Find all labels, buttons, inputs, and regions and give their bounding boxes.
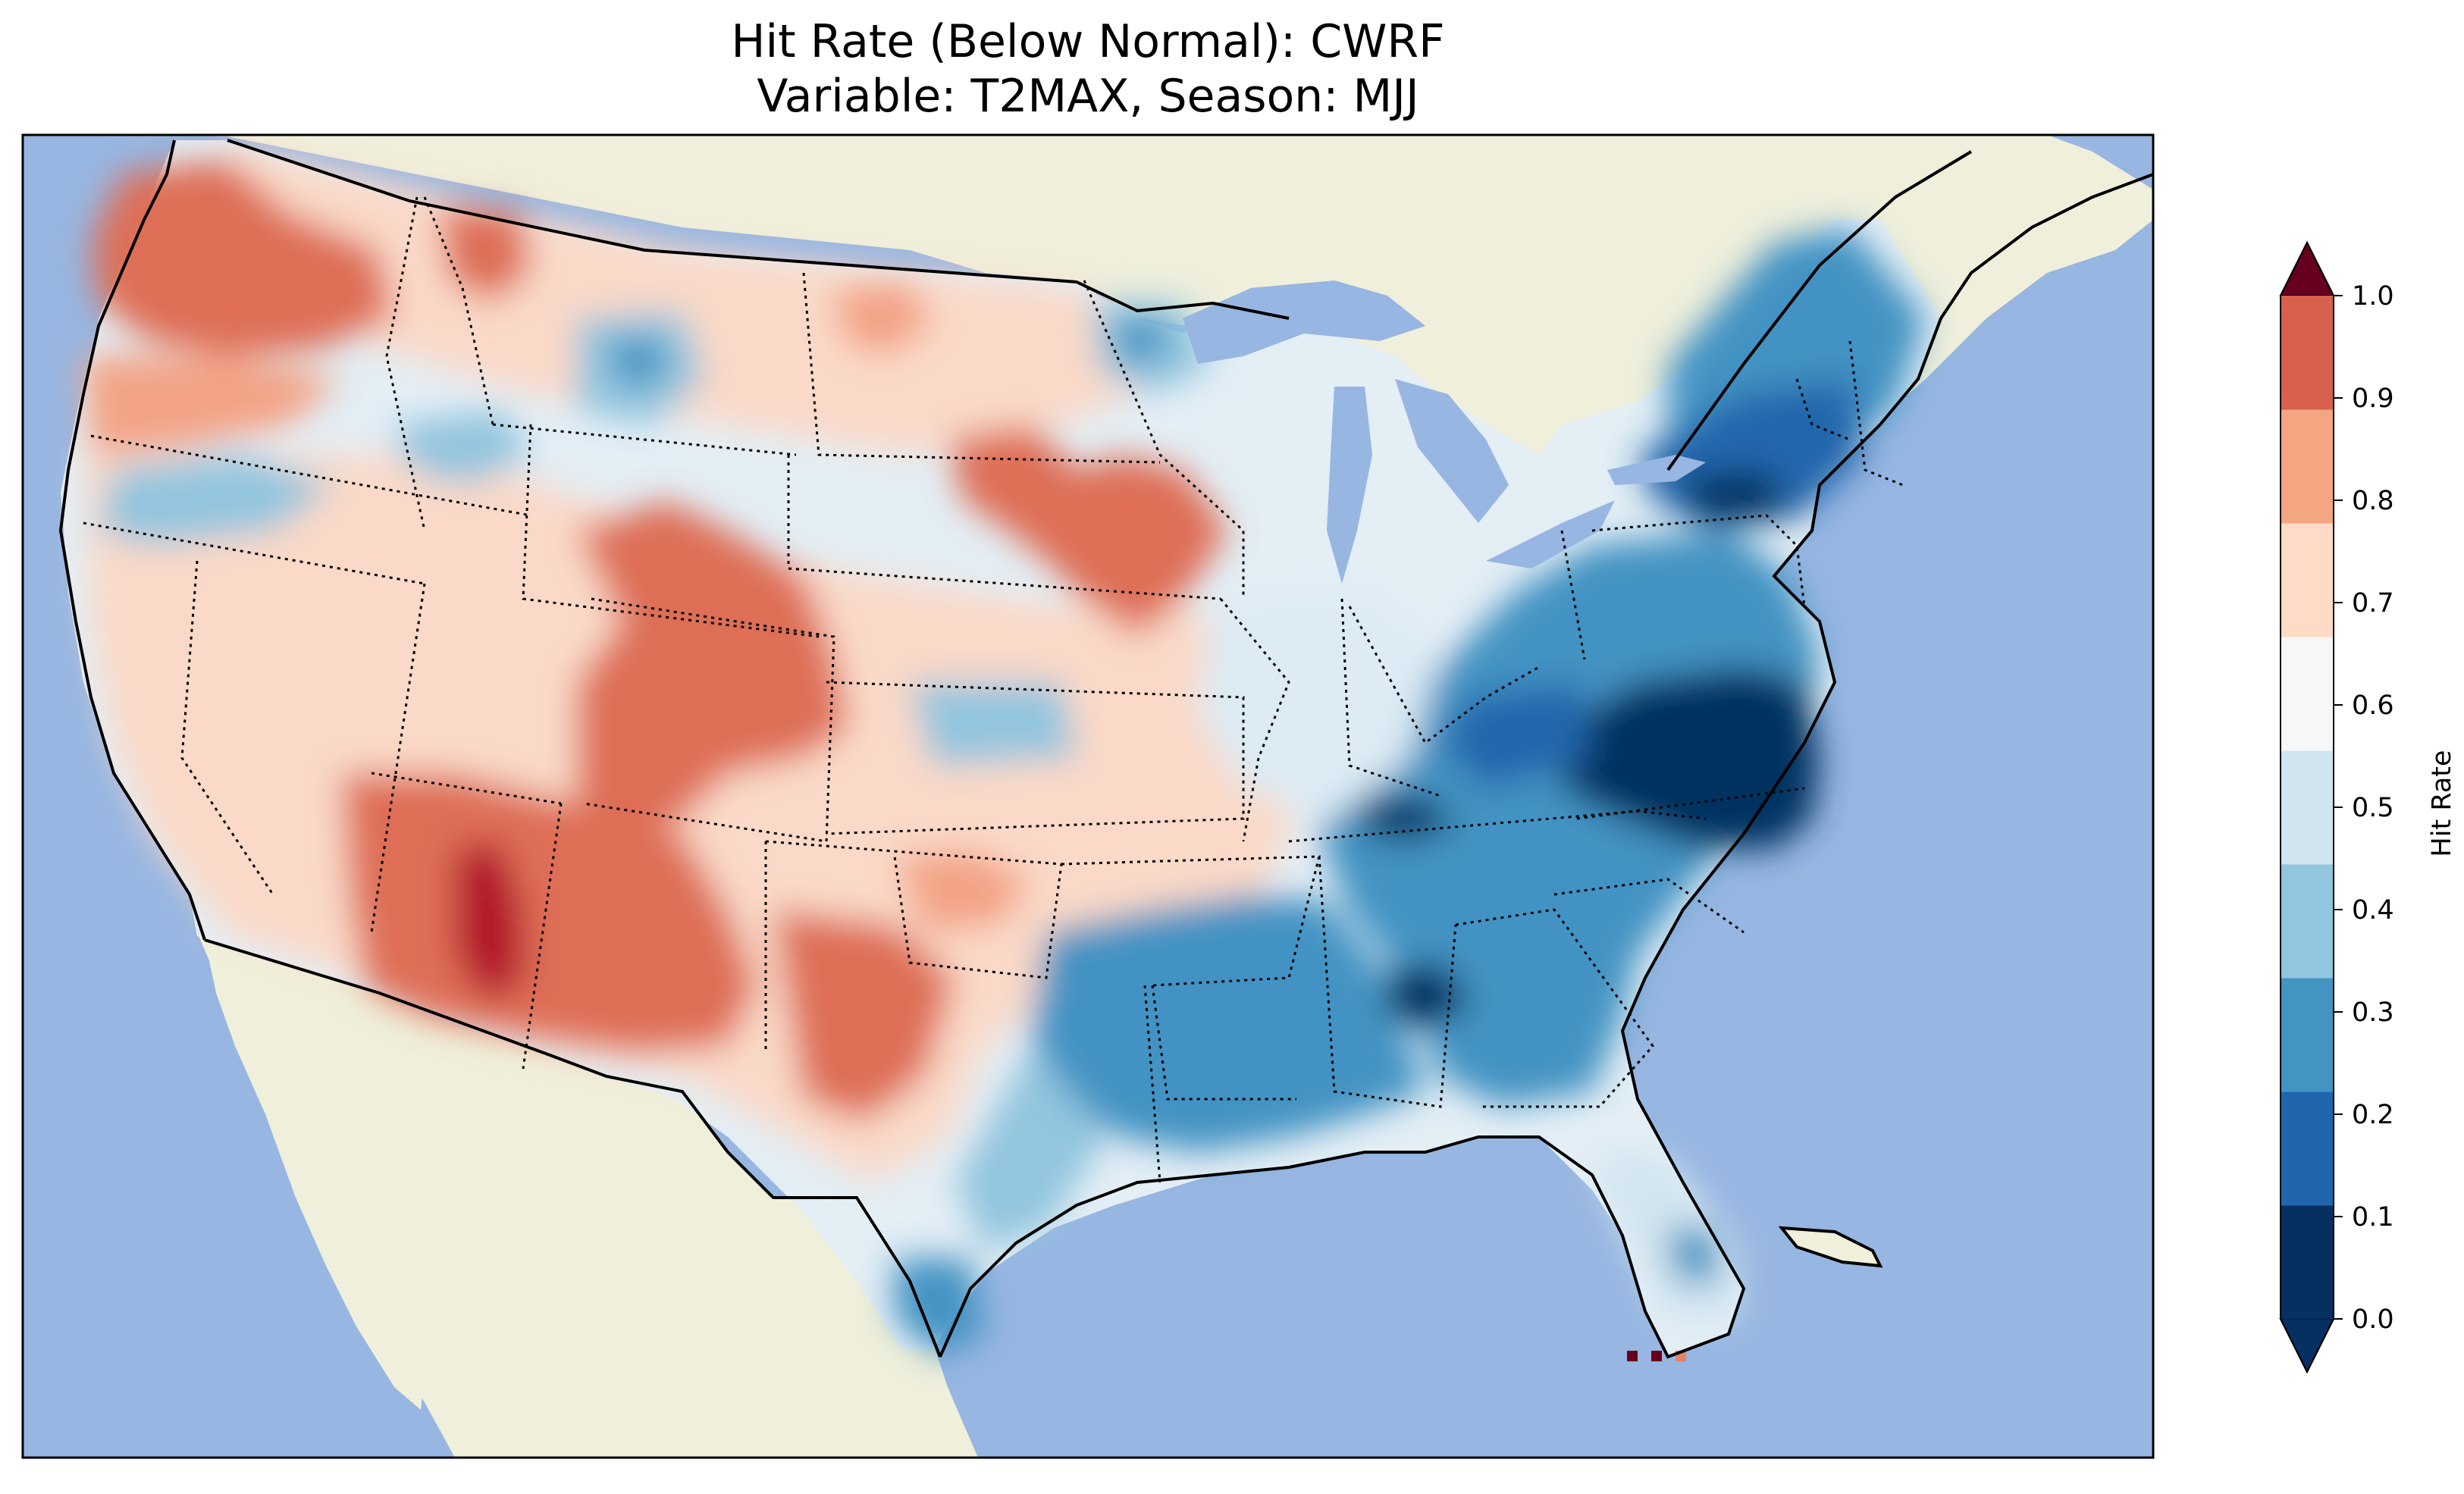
state-line-new-england <box>1795 340 1904 487</box>
field-nd-salmon <box>834 280 933 356</box>
state-line-nd-sd <box>802 272 1161 464</box>
mexico-border <box>204 938 942 1358</box>
coastlines <box>58 139 2153 1359</box>
lake-superior <box>1183 280 1425 364</box>
cuba-coast <box>1778 1226 1883 1268</box>
great-lakes <box>1183 280 1706 584</box>
state-line-la-ms <box>1151 985 1296 1101</box>
field-texas-south-blue <box>895 1258 986 1357</box>
field-va-nc-darkblue <box>1562 667 1820 849</box>
lake-huron <box>1395 379 1509 523</box>
state-line-ne <box>787 455 1221 600</box>
field-arkansas-blue <box>1031 894 1425 1152</box>
state-line-co <box>583 597 835 843</box>
field-wyoming-blue <box>394 409 531 485</box>
state-line-mo <box>1219 598 1290 842</box>
field-pnw-orange <box>91 159 394 356</box>
field-ky-blue <box>1440 682 1592 788</box>
field-kansas-salmon <box>895 849 1031 932</box>
chart-title-line2: Variable: T2MAX, Season: MJJ <box>757 70 1419 123</box>
field-ny-darkblue <box>1683 470 1789 523</box>
state-boundaries <box>83 196 1904 1183</box>
keys-marker-1 <box>1627 1351 1638 1361</box>
state-line-mt-id <box>423 196 494 425</box>
state-line-ca-nv <box>180 560 274 895</box>
state-line-tx-la <box>1143 985 1161 1183</box>
state-line-mt-wy <box>492 423 797 456</box>
hit-rate-field <box>83 144 1926 1357</box>
state-line-wyo <box>522 424 820 638</box>
field-ohio-light <box>1198 591 1440 819</box>
state-line-oh-pa <box>1560 530 1586 660</box>
cuba-land <box>1782 1228 1880 1266</box>
state-line-ms-al <box>1318 856 1457 1108</box>
field-idaho-blue-dark <box>607 337 667 387</box>
state-line-or-wa <box>90 434 531 517</box>
lake-erie <box>1486 500 1615 568</box>
baja-peninsula <box>205 940 425 1410</box>
state-line-ut-az <box>371 772 562 805</box>
field-sw-orange <box>341 773 758 1054</box>
keys-marker-2 <box>1651 1351 1662 1361</box>
state-line-ca-or <box>83 521 425 585</box>
state-line-va-nc <box>1576 787 1805 820</box>
field-oregon-blue <box>99 455 334 546</box>
atlantic-canada-coast <box>1939 173 2153 320</box>
state-line-ok <box>765 840 1063 979</box>
field-gulf-blue <box>955 1046 1107 1251</box>
field-tn-darkblue <box>1357 796 1456 841</box>
gulf-coastline <box>939 318 1942 1359</box>
field-montana-orange <box>440 205 531 303</box>
state-line-nc-sc <box>1553 878 1745 934</box>
state-line-ky-oh <box>1348 606 1540 745</box>
state-line-ks <box>826 681 1245 835</box>
st-lawrence <box>1666 150 1973 471</box>
canada-border <box>227 139 1290 320</box>
state-line-idaho <box>385 196 426 531</box>
field-pnw-salmon <box>83 356 341 455</box>
pacific-coastline <box>58 139 206 941</box>
state-line-il-in <box>1340 598 1441 797</box>
state-line-ga <box>1455 908 1654 1108</box>
field-iowa-orange <box>948 424 1228 637</box>
field-minnesota-blue-dark <box>1114 318 1168 364</box>
field-az-red <box>455 841 523 1001</box>
state-line-ar <box>1061 855 1321 987</box>
lake-ontario <box>1607 455 1706 485</box>
field-kansas-blue-light <box>910 682 1077 766</box>
state-line-nv-ut <box>370 583 426 933</box>
field-rockies-orange <box>576 500 849 849</box>
chart-title-line1: Hit Rate (Below Normal): CWRF <box>731 15 1445 68</box>
map-frame <box>21 133 2155 1459</box>
field-west-pink <box>83 455 1304 1182</box>
lake-michigan <box>1327 387 1372 584</box>
field-florida-blue <box>1668 1228 1721 1281</box>
